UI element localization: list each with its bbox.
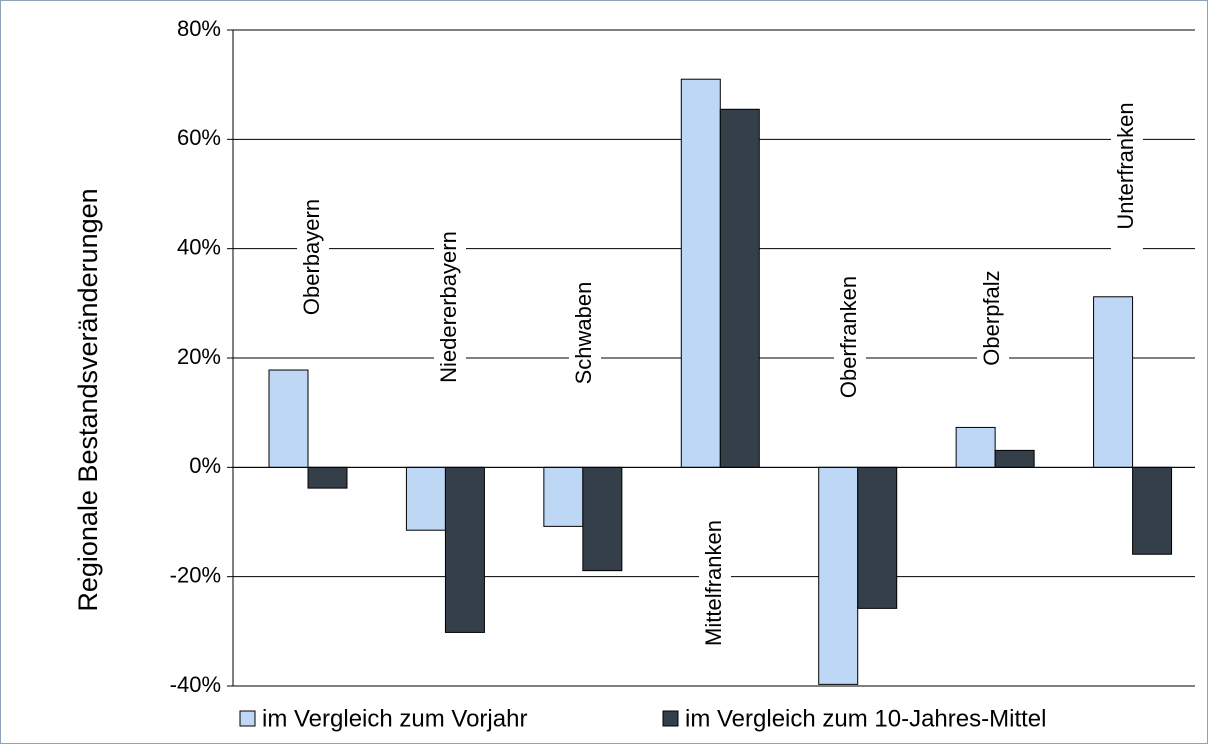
bar: [680, 78, 721, 468]
label-background: [297, 170, 329, 344]
y-tick-label: 80%: [177, 16, 221, 41]
bar: [994, 449, 1035, 468]
category-label: Oberfranken: [836, 276, 861, 398]
legend-swatch: [662, 710, 679, 727]
y-axis-title: Regionale Bestandsveränderungen: [73, 188, 103, 611]
bar: [405, 466, 446, 531]
category-label: Schwaben: [571, 282, 596, 385]
y-tick-label: 40%: [177, 234, 221, 259]
bar: [857, 466, 898, 609]
category-label: Unterfranken: [1113, 102, 1138, 229]
label-background: [434, 197, 466, 417]
y-tick-label: 0%: [189, 453, 221, 478]
legend-label: im Vergleich zum 10-Jahres-Mittel: [685, 705, 1046, 732]
bar: [307, 466, 348, 489]
label-background: [977, 250, 1009, 386]
bar: [818, 466, 859, 685]
bar: [1093, 296, 1134, 468]
bar: [582, 466, 623, 572]
y-tick-label: -40%: [170, 672, 221, 697]
y-tick-label: 60%: [177, 125, 221, 150]
plot-area: -40% -20% 0% 20% 40% 60% 80% Oberbayern Niederer…: [170, 16, 1195, 697]
label-background: [569, 255, 601, 411]
bar: [444, 466, 485, 633]
legend-label: im Vergleich zum Vorjahr: [262, 705, 527, 732]
category-label: Mittelfranken: [701, 520, 726, 646]
legend-swatch: [239, 710, 256, 727]
bar: [268, 369, 309, 468]
category-label: Oberpfalz: [979, 270, 1004, 365]
category-label: Niedererbayern: [436, 231, 461, 383]
bar: [955, 426, 996, 468]
category-label: Oberbayern: [299, 199, 324, 315]
y-tick-label: -20%: [170, 562, 221, 587]
label-background: [1111, 74, 1143, 258]
label-background: [834, 250, 866, 424]
y-tick-label: 20%: [177, 344, 221, 369]
bar: [1132, 466, 1173, 555]
bar: [719, 108, 760, 468]
label-background: [699, 485, 731, 681]
bar: [543, 466, 584, 527]
